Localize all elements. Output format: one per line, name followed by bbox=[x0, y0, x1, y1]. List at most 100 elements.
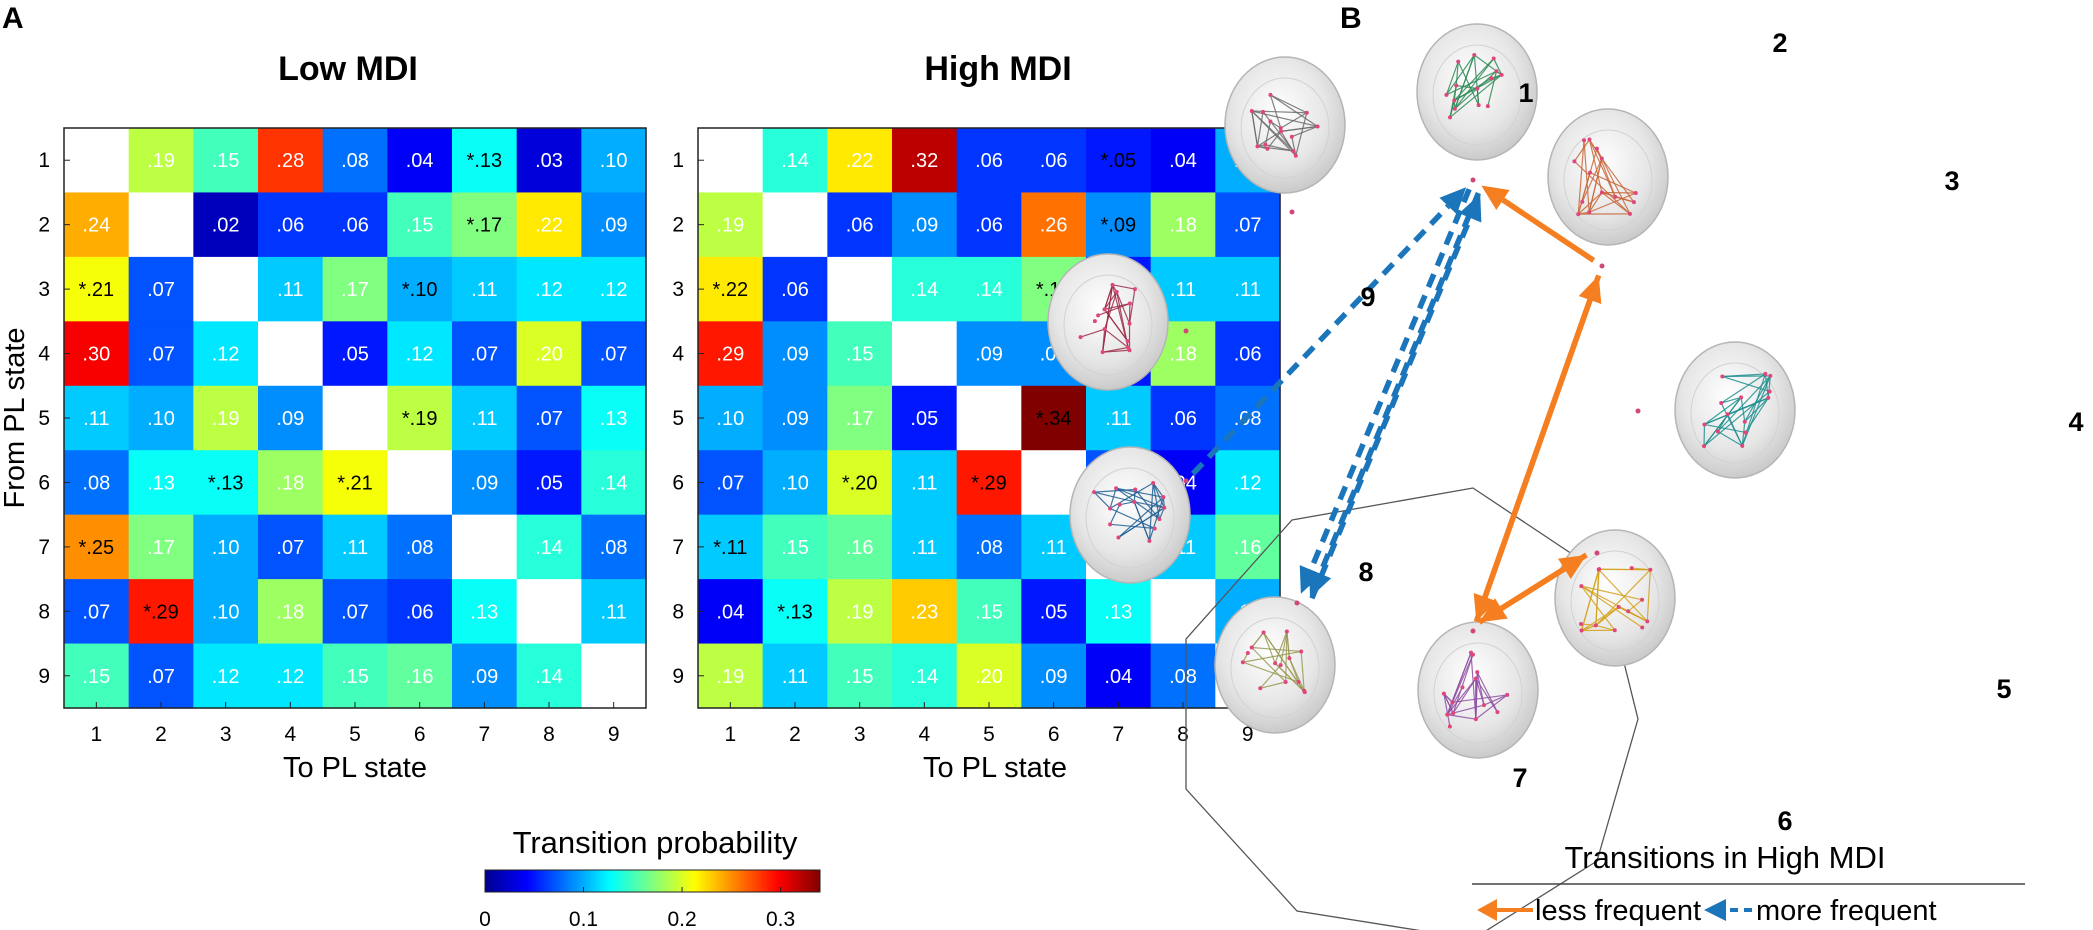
heatmap-cell bbox=[322, 579, 388, 645]
heatmap-cell bbox=[193, 321, 259, 387]
x-tick-label: 8 bbox=[543, 723, 555, 746]
brain-state-8 bbox=[1069, 446, 1191, 584]
cell-label: .09 bbox=[975, 344, 1003, 366]
cell-label: .07 bbox=[276, 537, 304, 559]
heatmap-cell bbox=[258, 643, 324, 709]
heatmap-cell bbox=[827, 128, 893, 194]
cell-label: .11 bbox=[277, 279, 303, 301]
x-tick-label: 9 bbox=[1242, 723, 1254, 746]
cell-label: *.29 bbox=[971, 472, 1007, 494]
heatmap-cell bbox=[516, 128, 582, 194]
heatmap-cell bbox=[1086, 385, 1152, 451]
heatmap-cell bbox=[387, 385, 453, 451]
x-tick-label: 1 bbox=[90, 723, 102, 746]
cell-label: .22 bbox=[535, 215, 563, 237]
cell-label: .09 bbox=[781, 344, 809, 366]
cell-label: .15 bbox=[341, 666, 369, 688]
cell-label: .12 bbox=[535, 279, 563, 301]
heatmap-cell bbox=[1021, 579, 1087, 645]
heatmap-cell bbox=[387, 514, 453, 580]
heatmap-cell bbox=[516, 321, 582, 387]
brain-state-1 bbox=[1224, 56, 1346, 194]
heatmap-cell bbox=[581, 385, 647, 451]
cell-label: .11 bbox=[83, 408, 109, 430]
heatmap-cell bbox=[956, 321, 1022, 387]
cell-label: .08 bbox=[1169, 666, 1197, 688]
heatmap-cell bbox=[322, 450, 388, 516]
heatmap-cell bbox=[762, 643, 828, 709]
heatmap-cell bbox=[258, 192, 324, 258]
heatmap-title-high: High MDI bbox=[924, 50, 1071, 88]
cell-label: .08 bbox=[406, 537, 434, 559]
heatmap-cell bbox=[581, 256, 647, 322]
y-tick-label: 2 bbox=[672, 214, 684, 237]
heatmap-cell bbox=[1150, 385, 1216, 451]
cell-label: .18 bbox=[1169, 344, 1197, 366]
x-tick-label: 4 bbox=[918, 723, 930, 746]
heatmap-cell bbox=[581, 321, 647, 387]
cell-label: .07 bbox=[147, 344, 175, 366]
heatmap-cell bbox=[581, 643, 647, 709]
heatmap-cell bbox=[64, 128, 130, 194]
x-ticks-low: 1 2 3 4 5 6 7 8 9 bbox=[90, 702, 620, 746]
heatmap-cell bbox=[1086, 128, 1152, 194]
cell-label: .10 bbox=[212, 601, 240, 623]
y-tick-label: 4 bbox=[672, 343, 684, 366]
cell-label: .04 bbox=[716, 601, 744, 623]
cell-label: .11 bbox=[1170, 279, 1196, 301]
less-frequent-arrow bbox=[1473, 275, 1602, 623]
cell-label: .06 bbox=[341, 215, 369, 237]
brain-state-9 bbox=[1047, 253, 1169, 391]
heatmap-high-mdi: High MDI .14 .22 .32 .06 .06 *.05 .04 .10 .19 .06… bbox=[672, 50, 1281, 784]
cell-label: .14 bbox=[910, 279, 938, 301]
cell-label: .15 bbox=[975, 601, 1003, 623]
heatmap-cell bbox=[64, 450, 130, 516]
x-tick-label: 1 bbox=[724, 723, 736, 746]
cell-label: .07 bbox=[82, 601, 110, 623]
state-label-5: 5 bbox=[1996, 674, 2011, 704]
state-dot bbox=[1470, 628, 1476, 634]
y-tick-label: 5 bbox=[672, 407, 684, 430]
heatmap-cell bbox=[322, 256, 388, 322]
y-tick-label: 3 bbox=[672, 278, 684, 301]
cell-label: .16 bbox=[846, 537, 874, 559]
cell-label: .08 bbox=[341, 150, 369, 172]
x-tick-label: 2 bbox=[789, 723, 801, 746]
cell-label: .04 bbox=[1104, 666, 1132, 688]
colorbar-tick-label: 0 bbox=[479, 908, 491, 930]
heatmap-cell bbox=[64, 192, 130, 258]
cell-label: .18 bbox=[1169, 215, 1197, 237]
y-ticks-low: 1 2 3 4 5 6 7 8 9 bbox=[38, 149, 70, 688]
heatmap-cell bbox=[1215, 321, 1281, 387]
heatmap-cell bbox=[1021, 128, 1087, 194]
x-tick-label: 5 bbox=[349, 723, 361, 746]
heatmap-cell bbox=[64, 643, 130, 709]
cell-label: .10 bbox=[716, 408, 744, 430]
heatmap-cell bbox=[516, 514, 582, 580]
x-tick-label: 5 bbox=[983, 723, 995, 746]
cell-label: .05 bbox=[910, 408, 938, 430]
cell-label: .22 bbox=[846, 150, 874, 172]
heatmap-cell bbox=[64, 256, 130, 322]
heatmap-cell bbox=[698, 321, 764, 387]
heatmap-cell bbox=[698, 128, 764, 194]
brain-images bbox=[1047, 23, 1796, 759]
brain-state-3 bbox=[1547, 108, 1669, 246]
heatmap-cell bbox=[892, 514, 958, 580]
heatmap-cell bbox=[1086, 192, 1152, 258]
cell-label: .09 bbox=[781, 408, 809, 430]
state-transition-network: 1 2 3 4 5 6 7 8 9 bbox=[1047, 23, 2084, 930]
cell-label: .17 bbox=[147, 537, 175, 559]
heatmap-cell bbox=[698, 385, 764, 451]
less-frequent-arrow bbox=[1479, 552, 1588, 623]
heatmap-cell bbox=[322, 514, 388, 580]
heatmap-cell bbox=[452, 514, 518, 580]
heatmap-cell bbox=[892, 128, 958, 194]
heatmap-cell bbox=[892, 579, 958, 645]
y-tick-label: 6 bbox=[38, 471, 50, 494]
colorbar: Transition probability 0 0.1 0.2 0.3 bbox=[479, 825, 821, 930]
heatmap-cell bbox=[128, 256, 194, 322]
heatmap-cell bbox=[258, 256, 324, 322]
cell-label: .06 bbox=[1234, 344, 1262, 366]
heatmap-cell bbox=[1021, 643, 1087, 709]
